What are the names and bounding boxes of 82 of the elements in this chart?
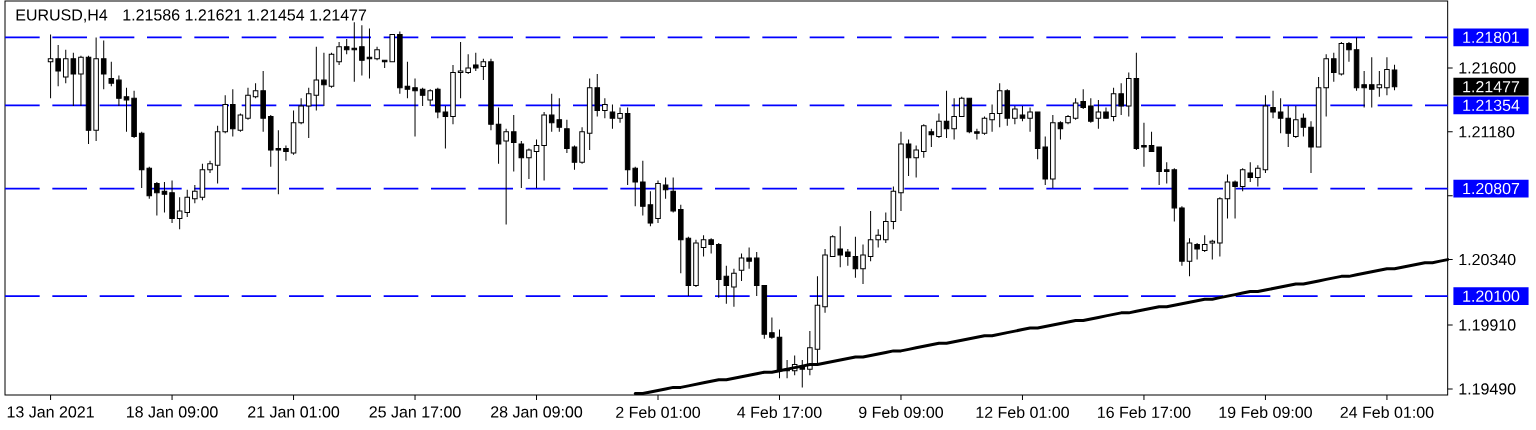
candlestick bbox=[533, 138, 540, 189]
candlestick bbox=[1141, 122, 1147, 168]
x-tick-label: 13 Jan 2021 bbox=[7, 406, 94, 418]
candlestick bbox=[1308, 120, 1314, 174]
x-tick-label: 16 Feb 17:00 bbox=[1098, 406, 1191, 419]
candlestick bbox=[123, 87, 130, 133]
candlestick bbox=[746, 246, 752, 270]
candlestick bbox=[116, 75, 122, 107]
candlestick bbox=[807, 330, 813, 376]
y-tick-label: 1.19910 bbox=[1459, 319, 1516, 331]
ref-line-label: 1.20100 bbox=[1463, 290, 1520, 302]
candlestick bbox=[161, 181, 168, 213]
chart-subtitle: 1.21586 1.21621 1.21454 1.21477 bbox=[123, 9, 367, 21]
x-tick-label: 2 Feb 01:00 bbox=[616, 406, 701, 419]
candlestick bbox=[1270, 90, 1276, 119]
candlestick bbox=[78, 55, 84, 107]
candlestick bbox=[662, 176, 669, 200]
candlestick bbox=[321, 52, 327, 107]
candlestick bbox=[1255, 164, 1261, 188]
candlestick bbox=[951, 97, 957, 140]
candlestick bbox=[245, 87, 251, 121]
ref-line-label: 1.21801 bbox=[1463, 31, 1520, 44]
y-tick-label: 1.21180 bbox=[1459, 126, 1515, 138]
candlestick bbox=[1232, 180, 1238, 220]
candlestick bbox=[700, 234, 707, 258]
candlestick bbox=[1057, 120, 1064, 140]
candlestick bbox=[100, 40, 107, 90]
candlestick bbox=[1027, 106, 1033, 133]
candlestick bbox=[1224, 173, 1231, 220]
x-tick-label: 4 Feb 17:00 bbox=[737, 406, 822, 419]
candlestick bbox=[359, 24, 365, 77]
candlestick bbox=[1384, 56, 1390, 96]
candlestick bbox=[1148, 131, 1155, 153]
x-tick-label: 18 Jan 09:00 bbox=[127, 406, 218, 418]
candlestick bbox=[1194, 242, 1200, 261]
candlestick bbox=[108, 61, 115, 87]
x-tick-label: 25 Jan 17:00 bbox=[369, 406, 461, 418]
candlestick bbox=[989, 103, 995, 133]
x-tick-label: 21 Jan 01:00 bbox=[248, 406, 340, 418]
candlestick bbox=[526, 148, 532, 180]
ref-line-label: 1.20807 bbox=[1463, 182, 1520, 195]
candlestick bbox=[571, 145, 578, 171]
candlestick bbox=[412, 78, 418, 137]
candlestick bbox=[283, 145, 289, 162]
x-tick-label: 9 Feb 09:00 bbox=[859, 406, 944, 419]
y-tick-label: 1.20340 bbox=[1459, 253, 1516, 266]
candlestick bbox=[1391, 64, 1398, 91]
candlestick bbox=[298, 97, 304, 125]
candlestick bbox=[1361, 70, 1367, 108]
candlestick bbox=[154, 181, 160, 216]
candlestick bbox=[731, 268, 737, 308]
candlestick bbox=[1209, 239, 1216, 261]
candlestick bbox=[670, 176, 676, 213]
candlestick bbox=[518, 140, 525, 189]
chart-title: EURUSD,H4 bbox=[16, 9, 108, 23]
candlestick bbox=[1012, 105, 1018, 125]
candlestick bbox=[936, 113, 942, 139]
candlestick bbox=[617, 106, 623, 124]
text: 1.21477 bbox=[1463, 81, 1520, 93]
candlestick bbox=[769, 316, 775, 340]
x-tick-label: 12 Feb 01:00 bbox=[976, 406, 1069, 419]
candlestick bbox=[1186, 237, 1193, 277]
x-tick-label: 28 Jan 09:00 bbox=[491, 406, 583, 418]
candlestick bbox=[860, 243, 866, 285]
x-tick-label: 19 Feb 09:00 bbox=[1219, 406, 1312, 419]
candlestick bbox=[495, 106, 502, 165]
candlestick bbox=[503, 128, 509, 226]
candlestick bbox=[602, 97, 608, 119]
ref-line-label: 1.21354 bbox=[1463, 99, 1520, 112]
candlestick bbox=[55, 44, 61, 87]
y-tick-label: 1.21600 bbox=[1459, 62, 1516, 74]
candlestick bbox=[510, 114, 517, 172]
x-tick-label: 24 Feb 01:00 bbox=[1340, 406, 1434, 419]
candlestick bbox=[564, 119, 570, 154]
y-tick-label: 1.19490 bbox=[1459, 383, 1516, 395]
candlestick bbox=[738, 253, 745, 282]
candlestick bbox=[336, 41, 342, 66]
candlestick bbox=[974, 128, 980, 140]
candlestick bbox=[404, 61, 411, 99]
candlestick bbox=[47, 33, 54, 99]
candlestick bbox=[609, 103, 616, 130]
candlestick bbox=[1346, 41, 1352, 63]
